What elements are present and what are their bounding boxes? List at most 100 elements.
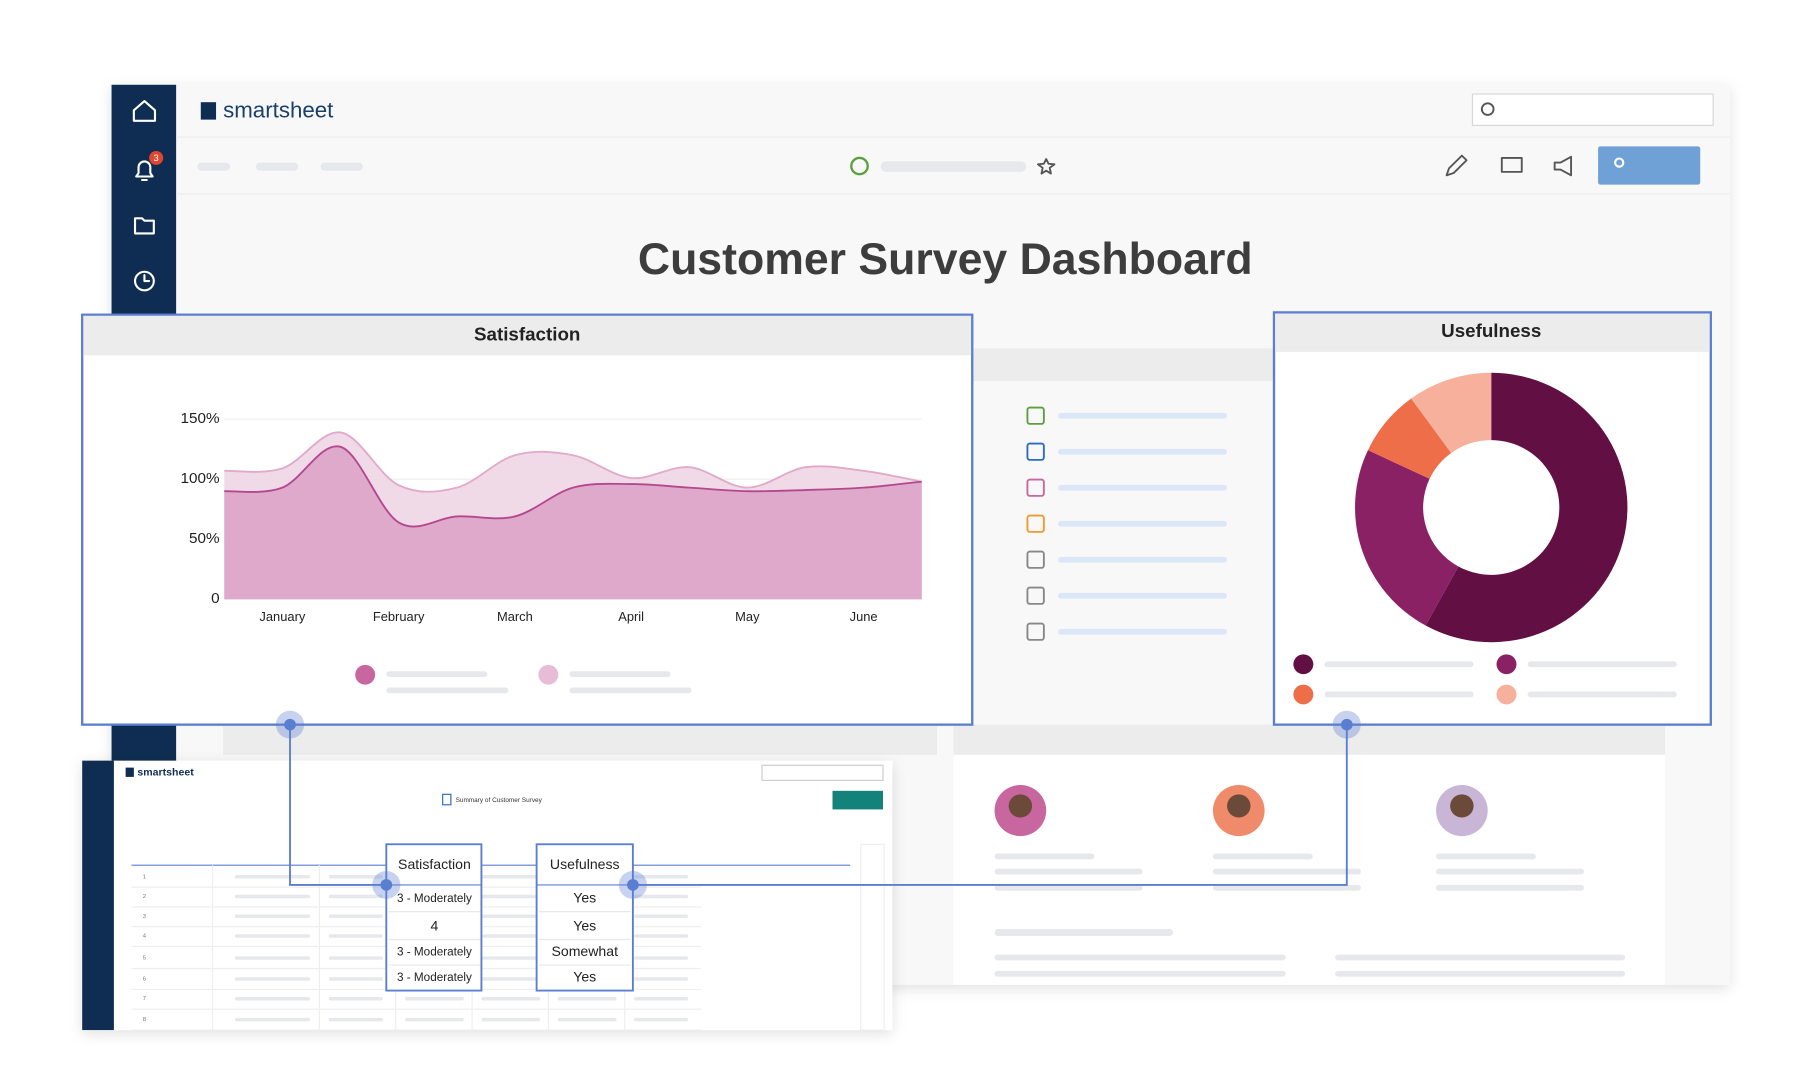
connector-dot: [284, 718, 296, 731]
x-tick-label: April: [618, 609, 644, 624]
cell-placeholder: [234, 894, 310, 899]
badge: [149, 150, 164, 165]
card-header: [83, 315, 972, 356]
breadcrumb: [255, 162, 299, 171]
star-icon[interactable]: [1037, 158, 1056, 175]
cell-placeholder: [634, 875, 689, 879]
cell-placeholder: [481, 894, 541, 899]
cell-placeholder: [481, 996, 541, 1001]
legend-placeholder: [1527, 661, 1677, 668]
connector-dot: [380, 879, 393, 891]
y-tick-label: 100%: [181, 470, 220, 487]
sheet-logo-mark: [125, 767, 134, 777]
present-icon[interactable]: [1500, 157, 1523, 173]
list-icon: [1026, 514, 1045, 533]
cell-placeholder: [234, 934, 310, 938]
list-icon: [1026, 442, 1045, 461]
cell: Yes: [573, 969, 596, 985]
legend-swatch: [1496, 684, 1517, 705]
cell-placeholder: [481, 914, 541, 918]
name-placeholder: [1436, 853, 1536, 860]
widget-footer: [223, 724, 938, 755]
row-number: 6: [143, 977, 146, 983]
cell: 4: [431, 917, 439, 933]
cell-placeholder: [634, 956, 689, 960]
home-icon[interactable]: [132, 99, 157, 122]
name-placeholder: [1212, 884, 1361, 891]
folder-icon[interactable]: [133, 217, 155, 235]
breadcrumb: [320, 162, 363, 171]
name-placeholder: [1212, 868, 1361, 875]
x-tick-label: March: [497, 609, 533, 624]
announce-icon[interactable]: [1553, 155, 1573, 177]
row-number: 1: [143, 874, 146, 880]
list-placeholder: [1057, 484, 1228, 491]
donut-slice: [1411, 372, 1492, 453]
cell-placeholder: [634, 934, 689, 938]
column-header: Usefulness: [550, 856, 620, 872]
legend-swatch: [1293, 654, 1314, 675]
y-tick-label: 150%: [181, 410, 220, 427]
cell-placeholder: [328, 894, 383, 899]
x-tick-label: June: [850, 609, 878, 624]
legend-placeholder: [1324, 691, 1474, 698]
list-icon: [1026, 622, 1045, 641]
list-placeholder: [1057, 628, 1228, 635]
cell: Yes: [573, 917, 596, 933]
legend-placeholder: [386, 671, 488, 678]
donut-slice: [1425, 372, 1628, 643]
sheet-search[interactable]: [761, 764, 884, 781]
search-icon: [1480, 102, 1495, 116]
chart-title: Satisfaction: [474, 324, 580, 345]
legend-placeholder: [569, 687, 692, 694]
cell-placeholder: [557, 1017, 617, 1022]
column-header: Satisfaction: [398, 856, 471, 872]
cell-placeholder: [328, 996, 383, 1001]
clock-icon[interactable]: [133, 270, 155, 292]
legend-swatch: [1293, 684, 1314, 705]
sheet-share[interactable]: [832, 790, 883, 810]
cell-placeholder: [328, 1017, 383, 1022]
name-placeholder: [994, 884, 1143, 891]
link-list: [1026, 406, 1228, 641]
cell: Yes: [573, 890, 596, 906]
donut-slice: [1367, 398, 1452, 479]
sheet-sidebar: [82, 760, 114, 1031]
cell: Somewhat: [551, 943, 618, 959]
cell-placeholder: [481, 977, 541, 981]
text-placeholder: [994, 970, 1286, 977]
dashboard-title: Customer Survey Dashboard: [638, 235, 1253, 284]
cell-placeholder: [328, 875, 383, 879]
legend-placeholder: [569, 671, 671, 678]
name-placeholder: [1436, 884, 1584, 891]
row-number: 3: [143, 914, 146, 920]
donut-chart: Usefulness: [1293, 320, 1677, 705]
legend-placeholder: [1324, 661, 1474, 668]
search-box[interactable]: [1471, 93, 1714, 126]
cell: 3 - Moderately: [397, 971, 472, 984]
list-icon: [1026, 406, 1045, 425]
logo: smartsheet: [223, 97, 333, 122]
cell-placeholder: [634, 1017, 689, 1022]
cell-placeholder: [481, 956, 541, 960]
list-placeholder: [1057, 412, 1228, 419]
list-placeholder: [1057, 556, 1228, 563]
cell: 3 - Moderately: [397, 892, 472, 905]
bell-icon[interactable]: [135, 160, 154, 182]
cell-placeholder: [234, 996, 310, 1001]
text-placeholder: [994, 929, 1174, 936]
cell-placeholder: [481, 875, 541, 879]
legend-placeholder: [1527, 691, 1677, 698]
share-button[interactable]: [1598, 146, 1701, 185]
sheet-right-panel: [860, 843, 885, 1031]
connectors: [275, 710, 1361, 899]
connector: [632, 724, 1348, 886]
text-placeholder: [994, 954, 1286, 961]
cell-placeholder: [328, 956, 383, 960]
x-tick-label: February: [373, 609, 425, 624]
column-highlight: [385, 843, 483, 992]
sheet-grid: 1 2 3 4 5 6 7 8 Satisfaction 3 - Moderately 4 3 - M…: [131, 843, 701, 1031]
cell-placeholder: [234, 1017, 310, 1022]
edit-icon[interactable]: [1445, 154, 1468, 177]
